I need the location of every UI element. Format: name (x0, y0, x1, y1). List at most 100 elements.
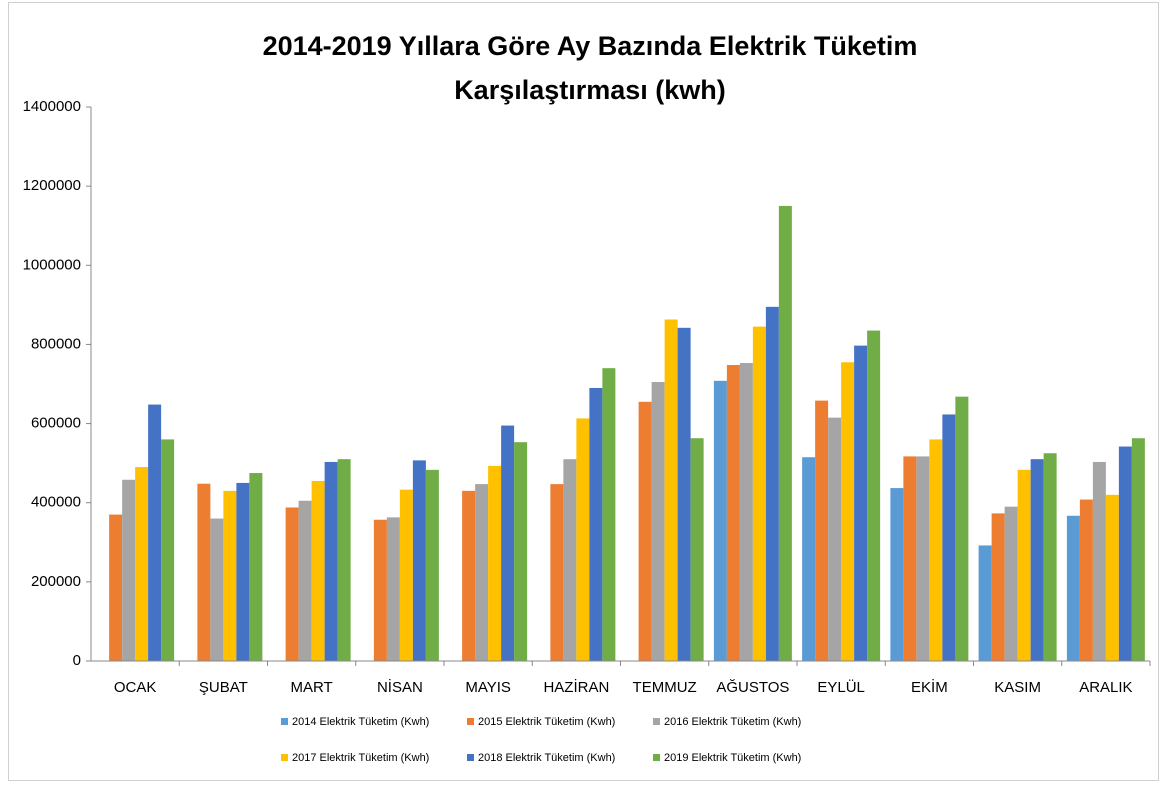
bar (1043, 453, 1057, 661)
bar (462, 490, 476, 661)
bar (664, 319, 678, 661)
bar (978, 545, 992, 661)
bar (651, 382, 665, 661)
bar (550, 484, 564, 661)
bar (828, 417, 842, 661)
bar (1004, 506, 1018, 661)
x-tick-label: TEMMUZ (633, 679, 697, 696)
bar (311, 480, 325, 661)
bar (713, 380, 727, 661)
bar (210, 518, 224, 661)
y-tick-label: 0 (73, 652, 81, 669)
bar (412, 460, 426, 661)
bar (514, 442, 528, 661)
y-tick-label: 200000 (31, 573, 81, 590)
bar (298, 500, 312, 661)
bar (765, 306, 779, 661)
y-tick-label: 600000 (31, 415, 81, 432)
bar (475, 484, 489, 661)
bar (386, 517, 400, 661)
x-tick-label: HAZİRAN (543, 678, 609, 696)
chart-title: 2014-2019 Yıllara Göre Ay Bazında Elektr… (263, 31, 918, 61)
bar (1118, 446, 1132, 661)
legend-swatch (281, 718, 288, 725)
bar (677, 327, 691, 661)
bar (1066, 515, 1080, 661)
y-tick-label: 800000 (31, 335, 81, 352)
x-tick-label: MAYIS (465, 679, 511, 696)
legend-label: 2017 Elektrik Tüketim (Kwh) (292, 752, 429, 764)
bar (752, 326, 766, 661)
legend-label: 2019 Elektrik Tüketim (Kwh) (664, 752, 801, 764)
bar (916, 456, 930, 661)
bar (1105, 494, 1119, 661)
bar (135, 467, 149, 661)
bar (223, 490, 237, 661)
bar (903, 456, 917, 661)
bar (841, 362, 855, 661)
bar (563, 459, 577, 661)
bar (1030, 459, 1044, 661)
bar (1092, 461, 1106, 661)
bar (399, 489, 413, 661)
bar (373, 519, 387, 661)
bar (638, 401, 652, 661)
y-tick-label: 1400000 (23, 98, 81, 115)
bar (324, 461, 338, 661)
bar (249, 473, 263, 661)
bar (955, 396, 969, 661)
bar (802, 457, 816, 661)
bar (488, 465, 502, 661)
legend-swatch (653, 718, 660, 725)
x-tick-label: MART (291, 679, 333, 696)
x-tick-label: ARALIK (1079, 679, 1132, 696)
legend-label: 2015 Elektrik Tüketim (Kwh) (478, 716, 615, 728)
bar (197, 483, 211, 661)
x-tick-label: OCAK (114, 679, 157, 696)
y-tick-label: 1200000 (23, 177, 81, 194)
bar (942, 414, 956, 661)
bar (1017, 469, 1031, 661)
x-tick-label: EYLÜL (817, 678, 865, 696)
bar (991, 513, 1005, 661)
bar (236, 482, 250, 661)
bar (867, 330, 881, 661)
bar (854, 345, 868, 661)
legend-swatch (467, 754, 474, 761)
bar (285, 507, 299, 661)
bar (337, 459, 351, 661)
bar (425, 469, 439, 661)
bar (148, 404, 162, 661)
bar (815, 400, 829, 661)
x-tick-label: EKİM (911, 678, 948, 696)
bar (690, 438, 704, 661)
y-tick-label: 400000 (31, 494, 81, 511)
bar (589, 387, 603, 661)
bar (1131, 438, 1145, 661)
bar (161, 439, 175, 661)
chart-frame (8, 2, 1159, 781)
legend-label: 2018 Elektrik Tüketim (Kwh) (478, 752, 615, 764)
x-tick-label: NİSAN (377, 678, 423, 696)
bar (501, 425, 515, 661)
legend-swatch (281, 754, 288, 761)
legend-swatch (653, 754, 660, 761)
legend-swatch (467, 718, 474, 725)
legend-label: 2014 Elektrik Tüketim (Kwh) (292, 716, 429, 728)
bar (739, 363, 753, 661)
x-tick-label: KASIM (994, 679, 1041, 696)
x-tick-label: ŞUBAT (199, 679, 248, 696)
bar (109, 514, 123, 661)
bar (122, 479, 136, 661)
bar (602, 368, 616, 661)
bar (576, 418, 590, 661)
y-tick-label: 1000000 (23, 256, 81, 273)
chart-title: Karşılaştırması (kwh) (454, 75, 726, 105)
bar (1079, 499, 1093, 661)
legend-label: 2016 Elektrik Tüketim (Kwh) (664, 716, 801, 728)
bar (726, 365, 740, 661)
bar (890, 488, 904, 661)
bar (778, 205, 792, 661)
x-tick-label: AĞUSTOS (716, 679, 789, 696)
